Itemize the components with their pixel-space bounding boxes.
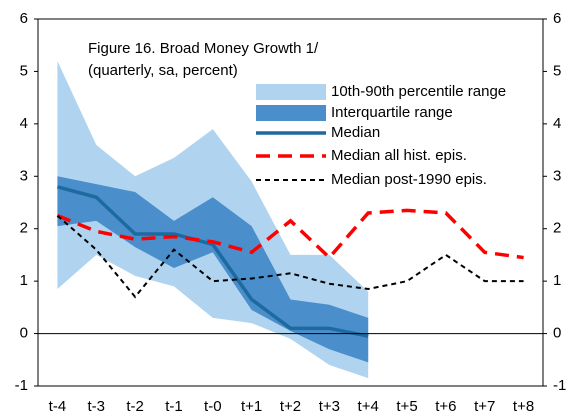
- legend-swatch: [256, 105, 326, 121]
- legend-swatch: [256, 84, 326, 100]
- series-line: [56, 185, 369, 338]
- series-line: [56, 214, 524, 299]
- y-tick-label: 6: [20, 10, 28, 27]
- chart-title: Figure 16. Broad Money Growth 1/: [88, 40, 319, 57]
- plot-frame: [37, 18, 544, 387]
- y2-tick-label: 3: [553, 167, 561, 184]
- x-tick-label: t-2: [126, 398, 144, 415]
- x-tick-label: t+4: [358, 398, 379, 415]
- y-tick-label: 2: [20, 220, 28, 237]
- y-tick-label: 4: [20, 115, 28, 132]
- legend-label: Median post-1990 epis.: [331, 171, 487, 188]
- y-tick-label: -1: [15, 377, 28, 394]
- x-tick-label: t+8: [513, 398, 534, 415]
- y-tick-label: 0: [20, 325, 28, 342]
- legend-label: Interquartile range: [331, 104, 453, 121]
- x-tick-label: t-3: [88, 398, 106, 415]
- x-tick-label: t+5: [396, 398, 417, 415]
- x-tick-label: t+2: [280, 398, 301, 415]
- x-tick-label: t-1: [165, 398, 183, 415]
- x-tick-label: t-0: [204, 398, 222, 415]
- y2-tick-label: 5: [553, 62, 561, 79]
- x-tick-label: t+3: [319, 398, 340, 415]
- y-tick-label: 1: [20, 272, 28, 289]
- series-line: [56, 208, 524, 261]
- y2-tick-label: 2: [553, 220, 561, 237]
- x-tick-label: t+1: [241, 398, 262, 415]
- chart-subtitle: (quarterly, sa, percent): [88, 62, 238, 79]
- legend-label: 10th-90th percentile range: [331, 83, 506, 100]
- y2-tick-label: -1: [553, 377, 566, 394]
- y-tick-label: 5: [20, 62, 28, 79]
- legend-label: Median: [331, 124, 380, 141]
- x-tick-label: t-4: [49, 398, 67, 415]
- y2-tick-label: 1: [553, 272, 561, 289]
- legend-label: Median all hist. epis.: [331, 147, 467, 164]
- band-area: [57, 176, 369, 363]
- y2-tick-label: 4: [553, 115, 561, 132]
- x-tick-label: t+7: [474, 398, 495, 415]
- y-tick-label: 3: [20, 167, 28, 184]
- y2-tick-label: 6: [553, 10, 561, 27]
- y2-tick-label: 0: [553, 325, 561, 342]
- x-tick-label: t+6: [435, 398, 456, 415]
